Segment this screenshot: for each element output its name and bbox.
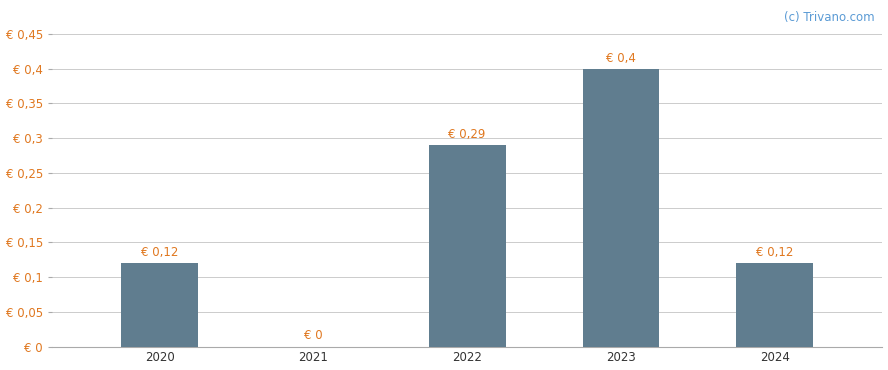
Text: (c) Trivano.com: (c) Trivano.com [784, 11, 875, 24]
Bar [736, 263, 813, 347]
Text: € 0,29: € 0,29 [448, 128, 486, 141]
Text: € 0: € 0 [304, 329, 322, 342]
Bar [429, 145, 505, 347]
Bar [121, 263, 198, 347]
Text: € 0,12: € 0,12 [141, 246, 178, 259]
Text: € 0,4: € 0,4 [606, 51, 636, 65]
Text: € 0,12: € 0,12 [756, 246, 794, 259]
Bar [583, 69, 660, 347]
